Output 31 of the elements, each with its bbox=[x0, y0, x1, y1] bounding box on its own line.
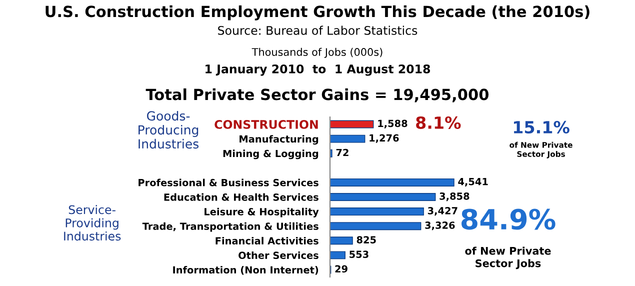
source-note: Source: Bureau of Labor Statistics bbox=[218, 26, 418, 35]
y-tick-label: Professional & Business Services bbox=[138, 178, 318, 186]
chart-subtitle: Total Private Sector Gains = 19,495,000 bbox=[146, 88, 489, 102]
data-label: 3,858 bbox=[440, 192, 470, 202]
y-tick-label: Mining & Logging bbox=[223, 150, 318, 160]
y-tick-label: Manufacturing bbox=[240, 135, 318, 145]
data-label: 29 bbox=[335, 265, 348, 273]
y-tick-label: Other Services bbox=[238, 251, 318, 260]
text: 15.1% bbox=[514, 120, 570, 134]
y-tick-label: Information (Non Internet) bbox=[173, 266, 318, 275]
annotation: 8.1% bbox=[416, 116, 461, 129]
data-label: 553 bbox=[350, 250, 368, 258]
y-tick-label: CONSTRUCTION bbox=[214, 120, 318, 129]
data-label: 3,326 bbox=[425, 222, 455, 230]
data-label: 1,276 bbox=[370, 134, 399, 143]
data-label: 1,588 bbox=[378, 120, 408, 128]
text: of New Private Sector Jobs bbox=[465, 246, 551, 270]
text: Service-Providing Industries bbox=[64, 205, 121, 241]
text: Thousands of Jobs (000s) bbox=[252, 48, 382, 58]
y-tick-label: Trade, Transportation & Utilities bbox=[142, 222, 318, 232]
text: 84.9% bbox=[462, 208, 556, 230]
text: Goods-Producing Industries bbox=[138, 110, 199, 149]
data-label: 825 bbox=[356, 236, 376, 244]
y-tick-label: Leisure & Hospitality bbox=[204, 208, 319, 218]
chart-title: U.S. Construction Employment Growth This Decade (the 2010s) bbox=[46, 5, 590, 20]
data-label: 72 bbox=[336, 148, 348, 156]
data-label: 4,541 bbox=[458, 178, 488, 187]
text: 1 January 2010 to 1 August 2018 bbox=[206, 64, 430, 76]
data-label: 3,427 bbox=[428, 207, 458, 216]
y-tick-label: Financial Activities bbox=[216, 236, 318, 244]
y-tick-label: Education & Health Services bbox=[164, 193, 318, 201]
